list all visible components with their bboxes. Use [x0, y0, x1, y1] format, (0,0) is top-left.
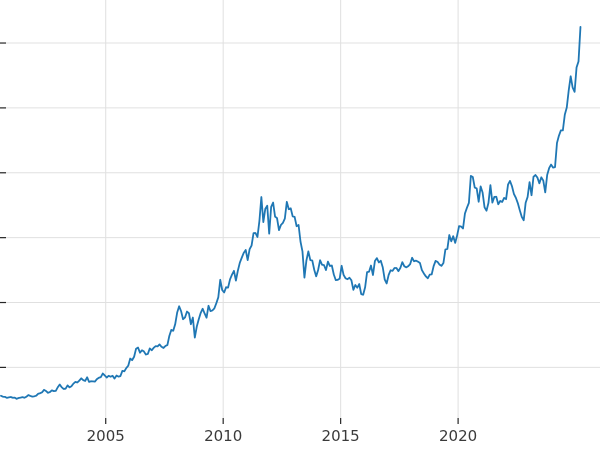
x-tick-label: 2020	[439, 427, 477, 445]
x-axis-labels: 2005 2010 2015 2020	[87, 427, 478, 445]
grid-layer	[0, 0, 600, 418]
tick-layer	[0, 42, 459, 424]
x-tick-label: 2015	[322, 427, 360, 445]
x-tick-label: 2010	[204, 427, 242, 445]
x-tick-label: 2005	[87, 427, 125, 445]
price-line	[0, 26, 582, 400]
series-layer	[0, 26, 582, 400]
